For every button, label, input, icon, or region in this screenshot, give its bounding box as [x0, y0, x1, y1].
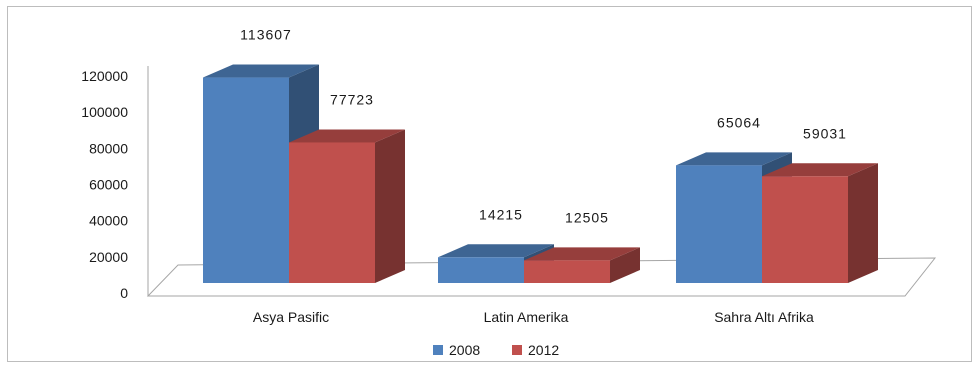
legend-swatch-2012 — [512, 345, 522, 355]
bar-side-2012-2 — [848, 163, 878, 283]
bar-top-2008-0 — [203, 64, 319, 78]
y-tick-label: 0 — [120, 285, 128, 301]
bar-top-2008-2 — [676, 152, 792, 166]
bar-side-2012-1 — [610, 247, 640, 283]
category-label: Sahra Altı Afrika — [714, 309, 814, 325]
bar-2012-0 — [289, 142, 375, 283]
y-tick-label: 60000 — [89, 177, 128, 193]
y-tick-label: 80000 — [89, 140, 128, 156]
y-tick-label: 100000 — [81, 104, 128, 120]
bar-side-2012-0 — [375, 129, 405, 283]
y-tick-label: 20000 — [89, 249, 128, 265]
bar-2008-2 — [676, 165, 762, 283]
data-label: 77723 — [330, 91, 374, 107]
data-label: 59031 — [803, 125, 847, 141]
data-label: 14215 — [479, 206, 523, 222]
bar-2012-1 — [524, 260, 610, 283]
data-label: 65064 — [717, 114, 761, 130]
category-label: Asya Pasific — [253, 309, 329, 325]
y-tick-label: 40000 — [89, 213, 128, 229]
y-tick-label: 120000 — [81, 68, 128, 84]
bar-top-2012-0 — [289, 129, 405, 143]
legend-swatch-2008 — [433, 345, 443, 355]
legend-label: 2012 — [528, 342, 559, 358]
data-label: 12505 — [565, 209, 609, 225]
legend-label: 2008 — [449, 342, 480, 358]
bar-2012-2 — [762, 176, 848, 283]
bar-top-2012-2 — [762, 163, 878, 177]
bar-2008-1 — [438, 257, 524, 283]
bar-top-2008-1 — [438, 244, 554, 258]
category-label: Latin Amerika — [484, 309, 569, 325]
bar-top-2012-1 — [524, 247, 640, 261]
bar-2008-0 — [203, 77, 289, 284]
data-label: 113607 — [240, 27, 292, 43]
